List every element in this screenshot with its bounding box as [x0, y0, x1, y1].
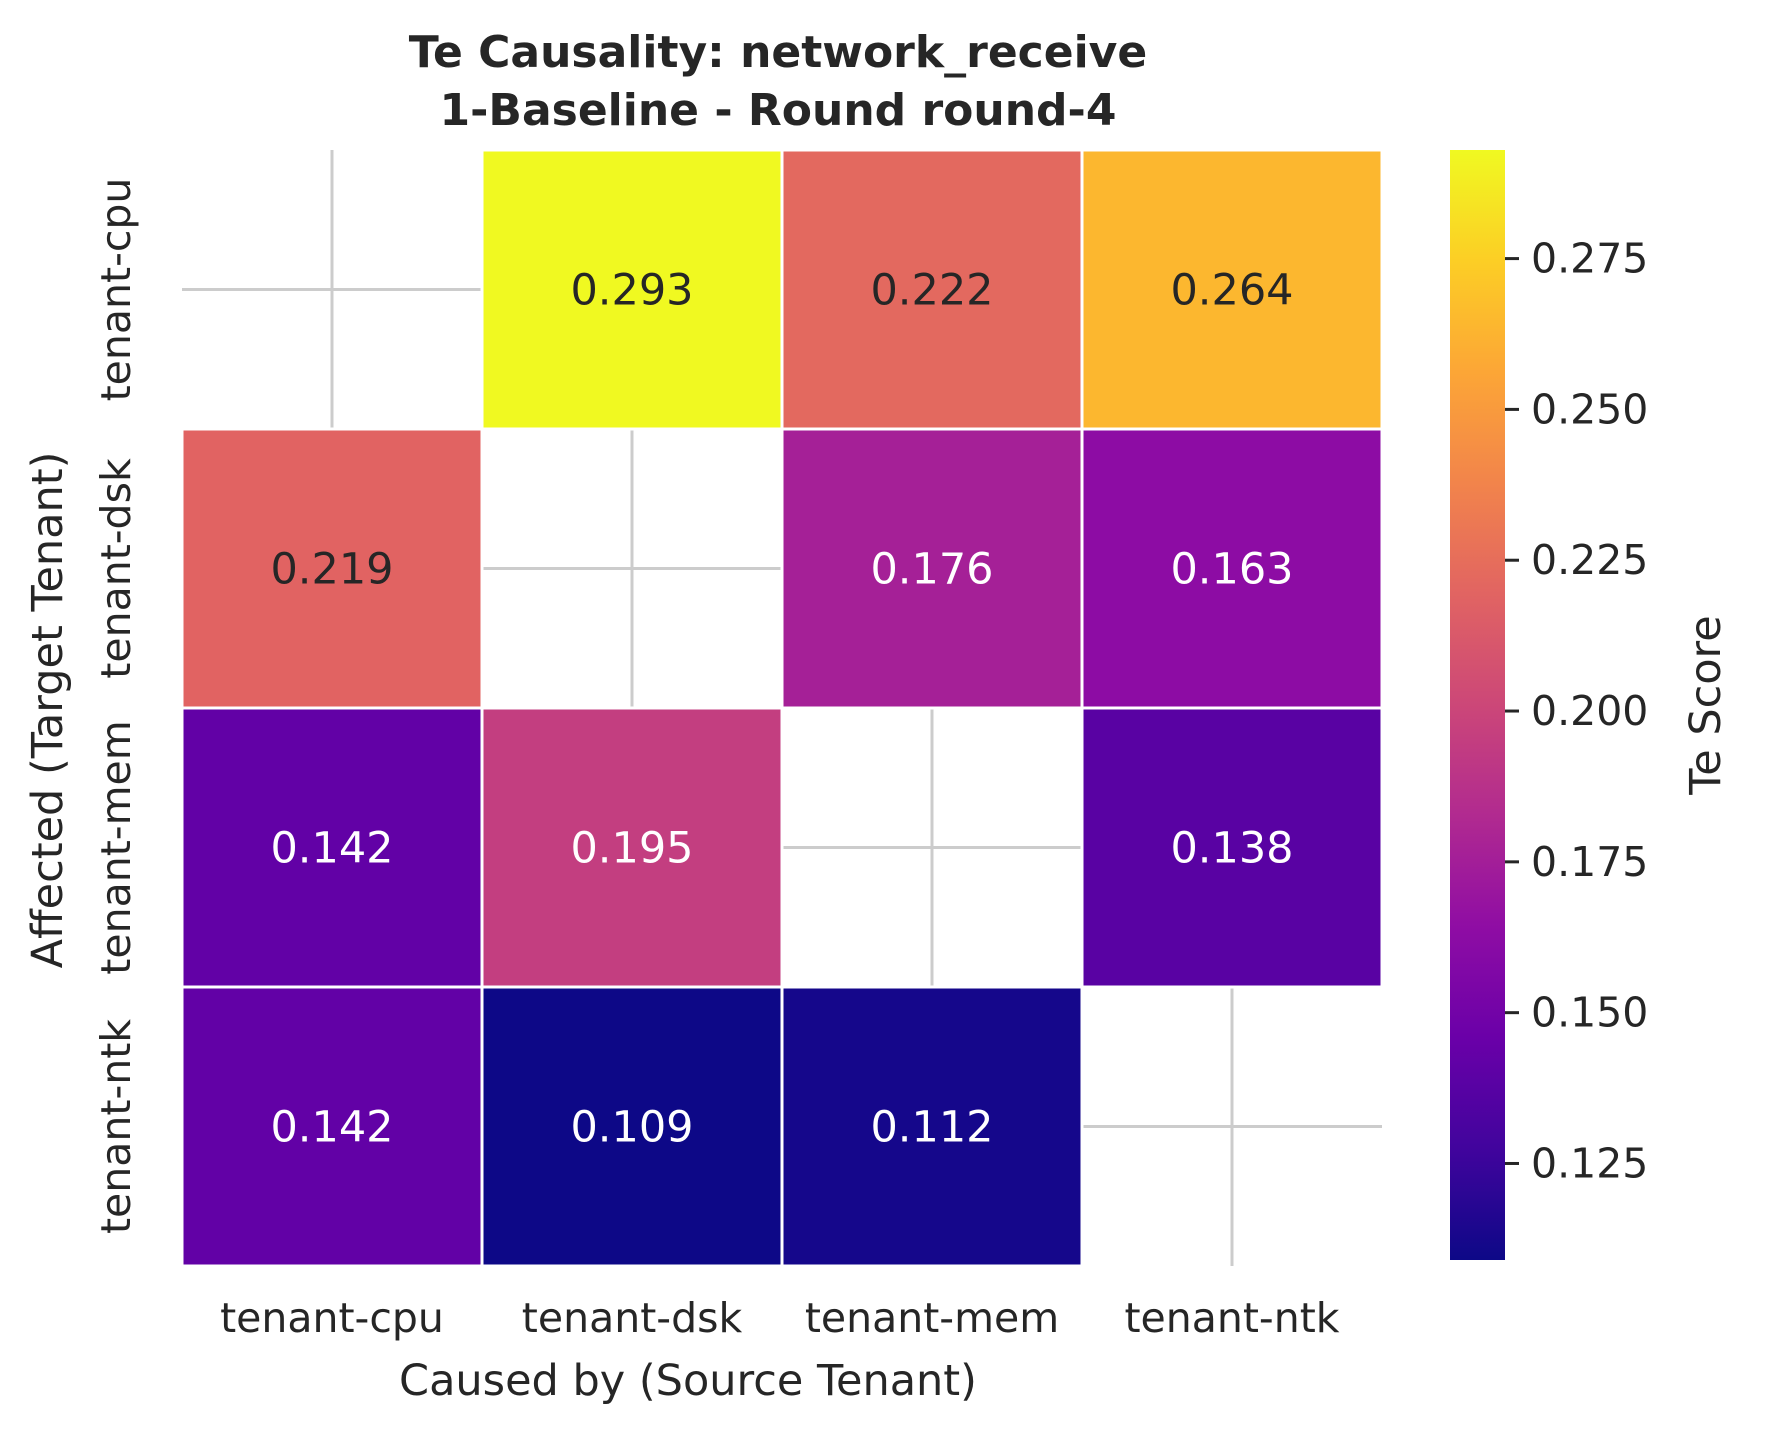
cell-value-label: 0.142 — [270, 824, 393, 874]
colorbar-tick-label: 0.175 — [1531, 838, 1648, 886]
y-tick-label: tenant-mem — [92, 720, 140, 974]
cell-value-label: 0.222 — [870, 266, 993, 316]
y-tick-labels: tenant-cpu tenant-dsk tenant-mem tenant-ntk — [92, 178, 140, 1234]
heatmap-cell — [780, 148, 1084, 431]
cell-value-label: 0.109 — [570, 1103, 693, 1153]
colorbar-ticks: 0.125 0.150 0.175 0.200 0.225 0.250 0.275 — [1505, 235, 1648, 1187]
x-tick-label: tenant-ntk — [1124, 1294, 1339, 1342]
colorbar-tick-label: 0.250 — [1531, 385, 1648, 433]
heatmap-cell — [480, 985, 784, 1268]
x-tick-label: tenant-dsk — [522, 1294, 743, 1342]
x-tick-labels: tenant-cpu tenant-dsk tenant-mem tenant-ntk — [220, 1294, 1340, 1342]
y-tick-label: tenant-ntk — [92, 1019, 140, 1234]
x-tick-label: tenant-cpu — [220, 1294, 444, 1342]
heatmap-cell — [1080, 706, 1384, 989]
heatmap-cell — [480, 706, 784, 989]
cell-value-label: 0.138 — [1170, 824, 1293, 874]
y-tick-label: tenant-cpu — [92, 178, 140, 402]
colorbar-tick-label: 0.125 — [1531, 1139, 1648, 1187]
colorbar-tick-label: 0.225 — [1531, 536, 1648, 584]
heatmap-cells — [180, 148, 1384, 1268]
heatmap-cell — [1080, 427, 1384, 710]
chart-title: Te Causality: network_receive — [409, 27, 1147, 78]
y-axis-label: Affected (Target Tenant) — [23, 452, 73, 969]
cell-value-label: 0.195 — [570, 824, 693, 874]
heatmap-cell — [180, 706, 484, 989]
cell-value-label: 0.112 — [870, 1103, 993, 1153]
cell-value-label: 0.142 — [270, 1103, 393, 1153]
x-tick-label: tenant-mem — [805, 1294, 1059, 1342]
cell-value-label: 0.293 — [570, 266, 693, 316]
cell-value-label: 0.264 — [1170, 266, 1293, 316]
heatmap-cell — [180, 427, 484, 710]
heatmap-cell — [480, 148, 784, 431]
colorbar-tick-label: 0.275 — [1531, 235, 1648, 283]
chart-subtitle: 1-Baseline - Round round-4 — [440, 85, 1117, 136]
colorbar — [1450, 150, 1505, 1260]
cell-value-label: 0.163 — [1170, 545, 1293, 595]
cell-value-labels: 0.293 0.222 0.264 0.219 0.176 0.163 0.142 0.195… — [270, 266, 1293, 1153]
heatmap-cell — [1080, 148, 1384, 431]
colorbar-tick-label: 0.150 — [1531, 989, 1648, 1037]
heatmap-cell — [780, 985, 1084, 1268]
y-tick-label: tenant-dsk — [92, 458, 140, 679]
cell-value-label: 0.219 — [270, 545, 393, 595]
colorbar-tick-label: 0.200 — [1531, 687, 1648, 735]
colorbar-label: Te Score — [1681, 615, 1731, 796]
x-axis-label: Caused by (Source Tenant) — [399, 1356, 977, 1406]
cell-value-label: 0.176 — [870, 545, 993, 595]
